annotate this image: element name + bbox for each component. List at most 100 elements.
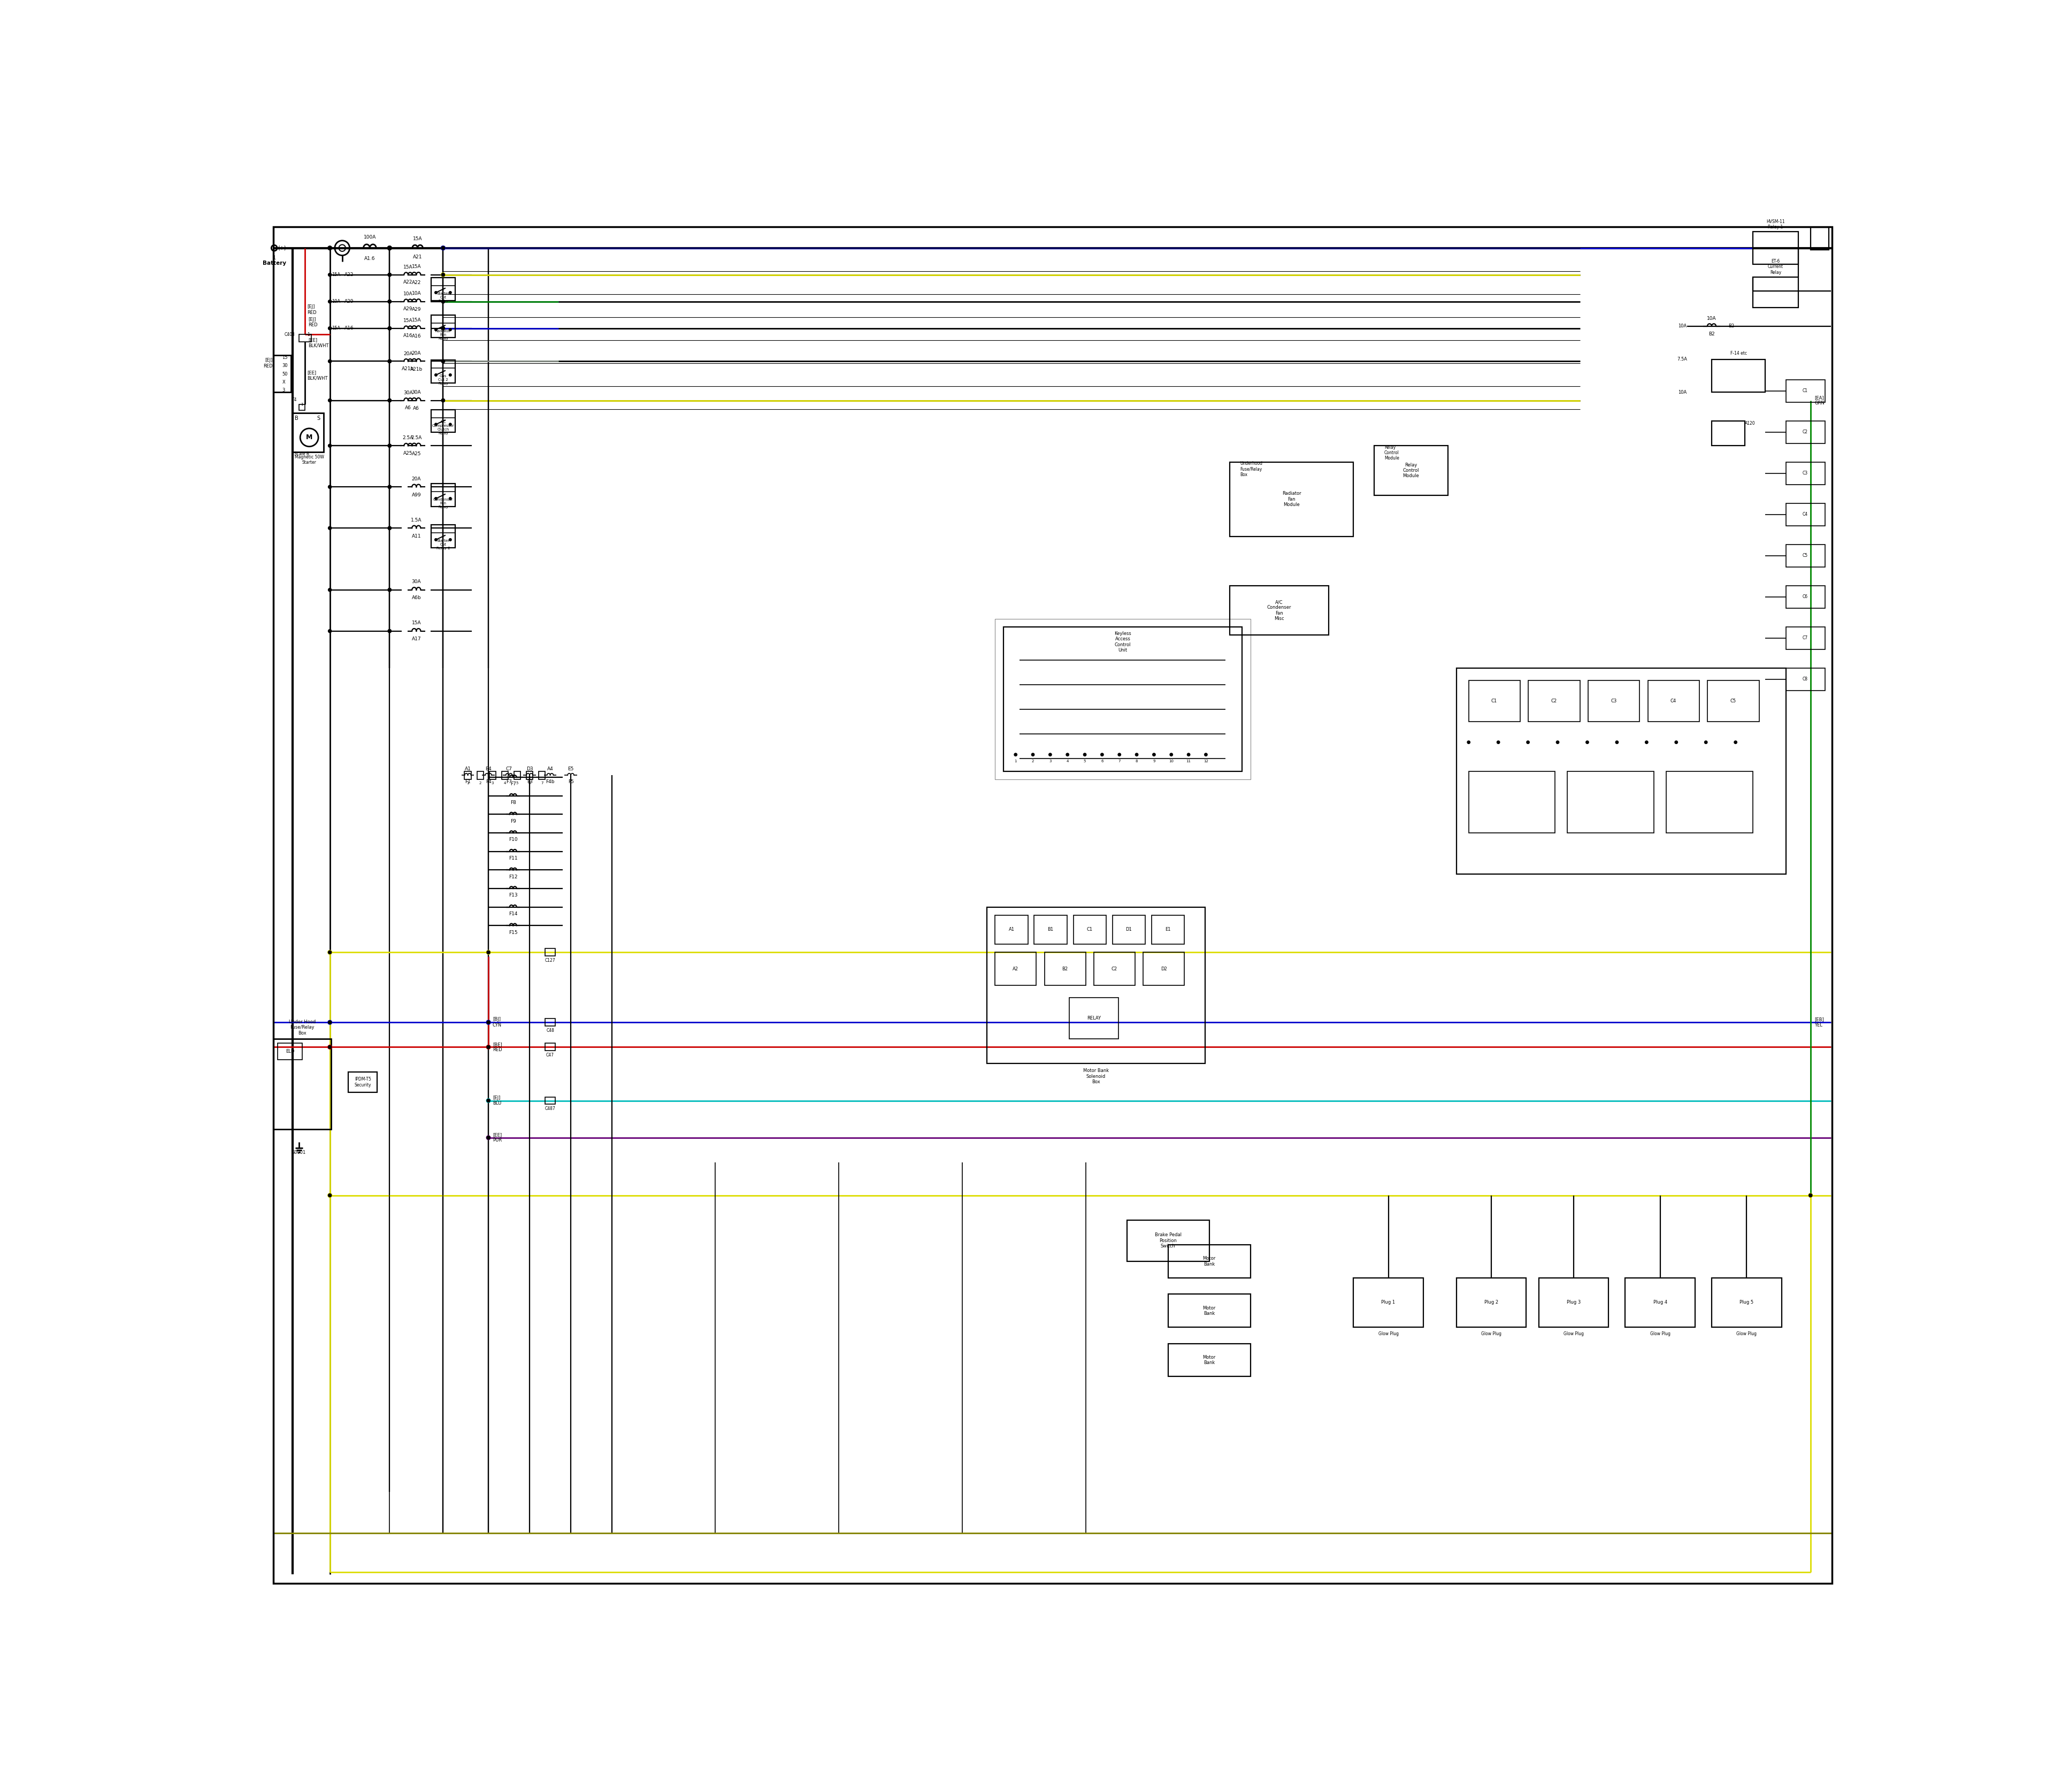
Circle shape — [388, 299, 390, 303]
Circle shape — [442, 360, 446, 364]
Text: Motor
Bank: Motor Bank — [1204, 1355, 1216, 1366]
Circle shape — [487, 952, 491, 953]
Text: A17: A17 — [411, 636, 421, 642]
Text: C1: C1 — [1087, 926, 1093, 932]
Text: Plug 4: Plug 4 — [1653, 1299, 1668, 1305]
Bar — [464, 771, 470, 780]
Bar — [1785, 545, 1824, 568]
Text: 1: 1 — [300, 403, 304, 407]
Text: Keyless
Access
Control
Unit: Keyless Access Control Unit — [1113, 631, 1132, 652]
Text: 15A: 15A — [411, 317, 421, 323]
Text: RELAY: RELAY — [1087, 1016, 1101, 1021]
Circle shape — [442, 246, 446, 251]
Bar — [1785, 504, 1824, 527]
Circle shape — [329, 486, 331, 489]
Text: X: X — [281, 380, 286, 385]
Circle shape — [329, 1193, 331, 1197]
Circle shape — [329, 1193, 333, 1197]
Bar — [1752, 231, 1797, 265]
Circle shape — [442, 299, 446, 303]
Bar — [526, 771, 532, 780]
Circle shape — [388, 272, 390, 276]
Circle shape — [1810, 1193, 1812, 1197]
Bar — [1128, 1220, 1210, 1262]
Text: [EE]
BLK/WHT: [EE] BLK/WHT — [308, 337, 329, 348]
Bar — [544, 1018, 555, 1027]
Circle shape — [1557, 740, 1559, 744]
Bar — [1785, 627, 1824, 649]
Circle shape — [435, 538, 438, 541]
Circle shape — [388, 527, 390, 530]
Circle shape — [450, 375, 452, 376]
Text: 30A: 30A — [411, 391, 421, 394]
Circle shape — [442, 246, 446, 249]
Text: F7: F7 — [505, 780, 511, 785]
Text: Under Hood
Fuse/Relay
Box: Under Hood Fuse/Relay Box — [290, 1020, 316, 1036]
Circle shape — [329, 950, 333, 955]
Text: HVSM-11
Relay 1: HVSM-11 Relay 1 — [1766, 219, 1785, 229]
Text: F12: F12 — [509, 874, 518, 880]
Text: ELD: ELD — [286, 1048, 294, 1054]
Text: Plug 1: Plug 1 — [1382, 1299, 1395, 1305]
Circle shape — [329, 1021, 331, 1023]
Text: A22: A22 — [403, 280, 413, 285]
Bar — [1152, 916, 1185, 944]
Bar — [994, 916, 1027, 944]
Circle shape — [388, 326, 390, 330]
Text: 3: 3 — [1050, 760, 1052, 763]
Text: Motor
Bank: Motor Bank — [1204, 1256, 1216, 1267]
Bar — [1785, 380, 1824, 403]
Bar — [544, 1043, 555, 1050]
Text: A25: A25 — [403, 452, 413, 455]
Text: 5: 5 — [516, 781, 518, 785]
Circle shape — [388, 444, 390, 448]
Circle shape — [388, 272, 390, 276]
Text: D2: D2 — [1161, 966, 1167, 971]
Circle shape — [388, 326, 390, 330]
Text: A99: A99 — [411, 493, 421, 496]
Text: F8: F8 — [509, 801, 516, 805]
Circle shape — [388, 486, 390, 489]
Circle shape — [329, 272, 331, 276]
Text: C2: C2 — [1551, 699, 1557, 704]
Bar — [1033, 916, 1068, 944]
Circle shape — [388, 299, 390, 303]
Text: 15A: 15A — [403, 319, 413, 323]
Circle shape — [388, 486, 390, 489]
Text: 1: 1 — [308, 332, 310, 337]
Text: 7: 7 — [540, 781, 542, 785]
Text: [BE]
RED: [BE] RED — [493, 1041, 501, 1052]
Text: [EA]
GRN: [EA] GRN — [1814, 396, 1824, 405]
Text: 4: 4 — [1066, 760, 1068, 763]
Text: A120: A120 — [1744, 421, 1754, 426]
Circle shape — [329, 326, 331, 330]
Text: (+): (+) — [277, 246, 286, 251]
Bar — [538, 771, 544, 780]
Circle shape — [435, 423, 438, 426]
Text: A22: A22 — [345, 272, 353, 278]
Text: B2: B2 — [1062, 966, 1068, 971]
Text: E1: E1 — [1165, 926, 1171, 932]
Circle shape — [1050, 753, 1052, 756]
Bar — [1785, 586, 1824, 609]
Text: C6: C6 — [1803, 595, 1808, 599]
Text: A/C
Compressor
Clutch
Relay: A/C Compressor Clutch Relay — [431, 421, 454, 435]
Bar — [1469, 681, 1520, 722]
Circle shape — [1031, 753, 1035, 756]
Bar — [1567, 771, 1653, 833]
Text: A/C
Condenser
Fan
Misc: A/C Condenser Fan Misc — [1267, 600, 1292, 622]
Text: 50: 50 — [281, 371, 288, 376]
Bar — [1043, 952, 1087, 986]
Text: A21b: A21b — [411, 367, 423, 371]
Circle shape — [450, 423, 452, 426]
Circle shape — [487, 1045, 491, 1048]
Text: 30: 30 — [281, 364, 288, 367]
Circle shape — [450, 328, 452, 332]
Circle shape — [1526, 740, 1530, 744]
Circle shape — [450, 538, 452, 541]
Bar — [1074, 916, 1107, 944]
Text: 4: 4 — [503, 781, 505, 785]
Circle shape — [388, 444, 390, 448]
Text: D1: D1 — [1126, 926, 1132, 932]
Text: ET-6
Current
Relay: ET-6 Current Relay — [1768, 258, 1783, 274]
